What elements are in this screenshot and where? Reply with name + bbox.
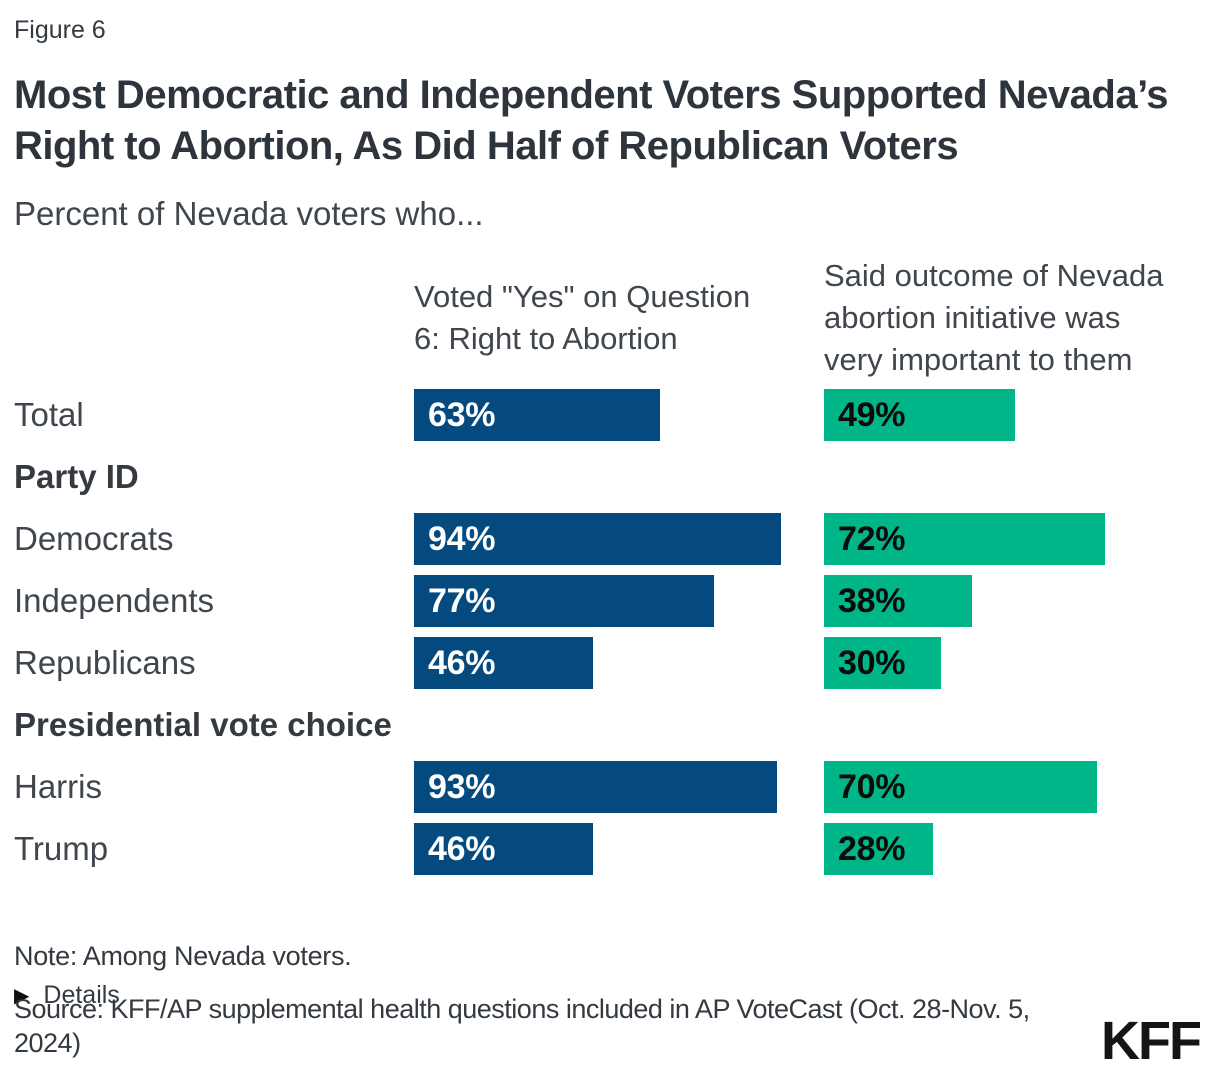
row-harris: Harris 93% 70% — [14, 761, 1220, 813]
bar-track: 94% — [414, 513, 804, 565]
row-label-republicans: Republicans — [14, 644, 196, 681]
bar-track: 30% — [824, 637, 1214, 689]
column-header-yes-vote: Voted "Yes" on Question 6: Right to Abor… — [414, 278, 751, 356]
bar-value: 93% — [428, 767, 496, 806]
row-section-party-id: Party ID — [14, 451, 1220, 503]
row-democrats: Democrats 94% 72% — [14, 513, 1220, 565]
source-row: Source: KFF/AP supplemental health quest… — [14, 992, 1202, 1071]
kff-logo: KFF — [1101, 1011, 1202, 1071]
bar-yes-republicans: 46% — [414, 637, 594, 689]
source-text: Source: KFF/AP supplemental health quest… — [14, 994, 1030, 1058]
row-trump: Trump 46% 28% — [14, 823, 1220, 875]
bar-value: 46% — [428, 643, 496, 682]
bar-track: 77% — [414, 575, 804, 627]
note-text: Note: Among Nevada voters. — [14, 941, 352, 971]
bar-track: 63% — [414, 389, 804, 441]
bar-value: 70% — [838, 767, 906, 806]
bar-yes-total: 63% — [414, 389, 660, 441]
row-republicans: Republicans 46% 30% — [14, 637, 1220, 689]
chart-subtitle: Percent of Nevada voters who... — [14, 195, 484, 232]
bar-yes-democrats: 94% — [414, 513, 781, 565]
bar-value: 38% — [838, 581, 906, 620]
bar-important-independents: 38% — [824, 575, 973, 627]
row-label-harris: Harris — [14, 768, 102, 805]
row-label-democrats: Democrats — [14, 520, 174, 557]
bar-value: 46% — [428, 829, 496, 868]
bar-important-democrats: 72% — [824, 513, 1105, 565]
details-toggle[interactable]: ▶ Details — [14, 981, 120, 1010]
bar-track: 38% — [824, 575, 1214, 627]
row-label-trump: Trump — [14, 830, 109, 867]
bar-value: 49% — [838, 395, 906, 434]
bar-track: 93% — [414, 761, 804, 813]
bar-track: 28% — [824, 823, 1214, 875]
bar-yes-harris: 93% — [414, 761, 777, 813]
bar-track: 46% — [414, 823, 804, 875]
row-section-presidential-vote: Presidential vote choice — [14, 699, 1220, 751]
bar-value: 63% — [428, 395, 496, 434]
bar-important-harris: 70% — [824, 761, 1097, 813]
bar-rows: Total 63% 49% Party ID Democrats 94% — [14, 389, 1220, 875]
bar-track: 46% — [414, 637, 804, 689]
figure-label: Figure 6 — [14, 16, 106, 44]
bar-track: 49% — [824, 389, 1214, 441]
bar-track: 70% — [824, 761, 1214, 813]
details-arrow-icon: ▶ — [14, 984, 30, 1007]
bar-important-total: 49% — [824, 389, 1016, 441]
bar-value: 28% — [838, 829, 906, 868]
bar-yes-independents: 77% — [414, 575, 715, 627]
row-independents: Independents 77% 38% — [14, 575, 1220, 627]
section-label-presidential-vote: Presidential vote choice — [14, 706, 392, 743]
chart-title: Most Democratic and Independent Voters S… — [14, 73, 1168, 168]
bar-important-republicans: 30% — [824, 637, 941, 689]
bar-value: 72% — [838, 519, 906, 558]
column-header-importance: Said outcome of Nevada abortion initiati… — [824, 257, 1164, 377]
row-label-independents: Independents — [14, 582, 215, 619]
row-label-total: Total — [14, 396, 84, 433]
bar-value: 77% — [428, 581, 496, 620]
row-total: Total 63% 49% — [14, 389, 1220, 441]
bar-track: 72% — [824, 513, 1214, 565]
bar-important-trump: 28% — [824, 823, 934, 875]
section-label-party-id: Party ID — [14, 458, 139, 495]
bar-value: 30% — [838, 643, 906, 682]
details-label: Details — [43, 981, 120, 1009]
column-headers: Voted "Yes" on Question 6: Right to Abor… — [14, 250, 1220, 385]
bar-value: 94% — [428, 519, 496, 558]
bar-yes-trump: 46% — [414, 823, 594, 875]
